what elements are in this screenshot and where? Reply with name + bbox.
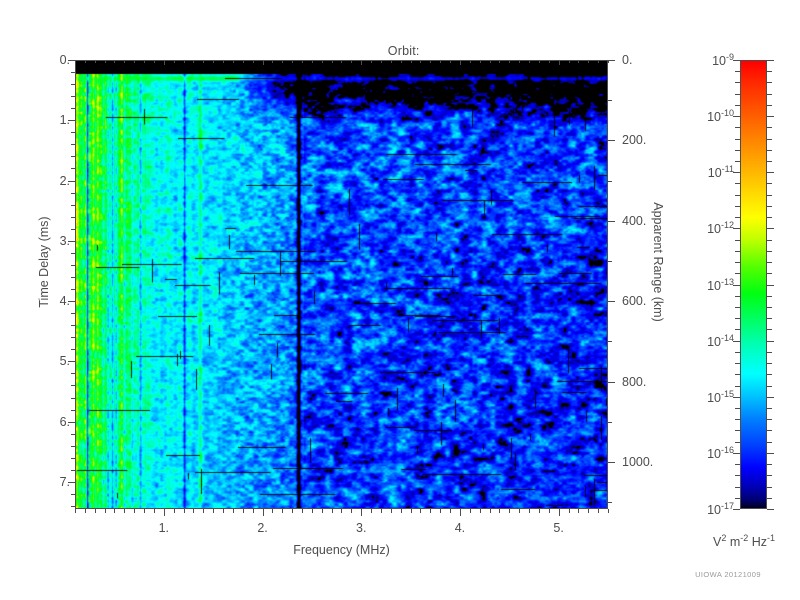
colorbar: [740, 60, 767, 509]
ionogram-spectrogram-panel: [75, 60, 608, 509]
units-v: V: [712, 535, 722, 550]
units-exp-3: -1: [767, 533, 776, 543]
units-hz: Hz: [748, 535, 767, 550]
colorbar-tick-2: 10-11: [707, 164, 734, 181]
spectrogram-image: [76, 61, 607, 508]
x-axis-tick-labels: 1. 2. 3. 4. 5.: [0, 521, 800, 541]
colorbar-tick-0: 10-9: [712, 51, 734, 69]
colorbar-tick-6: 10-15: [707, 388, 734, 405]
y-axis-right-title: Apparent Range (km): [651, 202, 665, 322]
y-left-tick-3: 3.: [59, 233, 70, 248]
y-left-tick-6: 6.: [59, 414, 70, 429]
x-tick-2: 3.: [356, 521, 367, 535]
y-left-tick-0: 0.: [59, 53, 70, 67]
colorbar-tick-3: 10-12: [707, 220, 734, 237]
x-tick-1: 2.: [257, 521, 268, 535]
units-exp-2: -2: [740, 533, 749, 543]
colorbar-tick-1: 10-10: [707, 108, 734, 125]
colorbar-tick-4: 10-13: [707, 276, 734, 293]
y-left-tick-4: 4.: [59, 294, 70, 309]
watermark-credit: UIOWA 20121009: [695, 570, 761, 579]
y-right-tick-5: 1000.: [622, 454, 654, 469]
y-axis-left-tick-labels: 0. 1. 2. 3. 4. 5. 6. 7.: [26, 0, 70, 600]
x-axis-title: Frequency (MHz): [293, 543, 390, 557]
x-tick-4: 5.: [553, 521, 564, 535]
y-right-tick-1: 200.: [622, 133, 647, 148]
y-right-tick-2: 400.: [622, 213, 647, 228]
units-m: m: [726, 535, 741, 550]
x-tick-0: 1.: [158, 521, 170, 535]
colorbar-tick-5: 10-14: [707, 332, 734, 349]
y-left-tick-2: 2.: [59, 173, 70, 188]
header-orbit-label: Orbit:: [387, 44, 420, 58]
units-exp-1: 2: [721, 533, 727, 543]
colorbar-gradient: [741, 61, 766, 508]
y-right-tick-3: 600.: [622, 294, 647, 309]
colorbar-tick-7: 10-16: [707, 444, 734, 461]
colorbar-tick-labels: 10-9 10-10 10-11 10-12 10-13 10-14 10-15 10-16 1…: [676, 0, 734, 600]
y-axis-right-tick-labels: 0. 200. 400. 600. 800. 1000.: [622, 0, 682, 600]
colorbar-units-label: V2 m-2 Hz-1: [688, 533, 800, 549]
y-right-tick-0: 0.: [622, 53, 633, 67]
y-left-tick-7: 7.: [59, 474, 70, 489]
y-right-tick-4: 800.: [622, 374, 647, 389]
y-axis-left-title: Time Delay (ms): [37, 216, 51, 308]
x-tick-3: 4.: [454, 521, 466, 535]
y-left-tick-1: 1.: [59, 113, 70, 128]
colorbar-tick-8: 10-17: [707, 500, 734, 518]
y-left-tick-5: 5.: [59, 354, 70, 369]
